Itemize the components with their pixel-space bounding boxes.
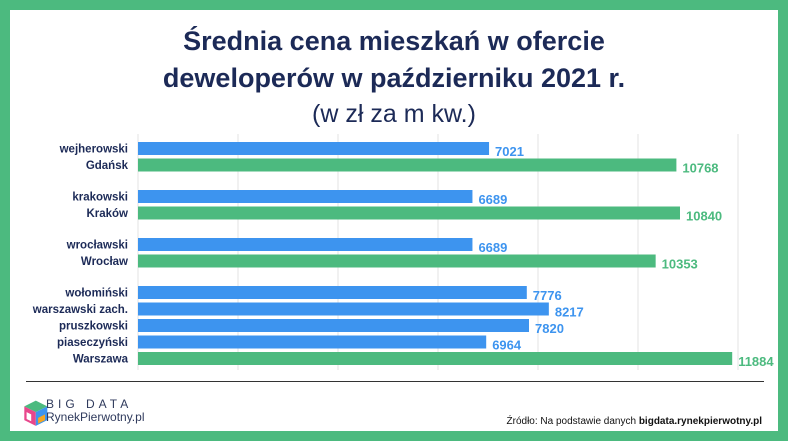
bar [138,302,549,316]
data-label: 7776 [533,288,562,303]
category-label: krakowski [72,192,128,204]
bar [138,352,733,365]
footer-divider [26,381,764,382]
chart-subtitle: (w zł za m kw.) [312,100,476,128]
data-label: 10768 [682,161,718,176]
category-label: piaseczyński [57,337,128,349]
category-label: Kraków [86,208,128,220]
data-label: 8217 [555,305,584,320]
category-label: Wrocław [81,256,128,268]
logo-cube-face [24,400,48,413]
source-note: Źródło: Na podstawie danych bigdata.ryne… [507,416,762,427]
data-label: 11884 [738,354,774,369]
bar [138,335,487,349]
data-label: 6964 [492,338,522,353]
bar [138,158,677,172]
source-link-text: bigdata.rynekpierwotny.pl [638,416,762,427]
chart-title-line1: Średnia cena mieszkań w ofercie [183,26,605,56]
category-label: warszawski zach. [32,304,128,316]
category-label: Gdańsk [86,160,129,172]
brand-logo-icon [24,400,48,426]
bar [138,319,529,332]
bar [138,254,656,268]
category-label: wołomiński [64,288,128,300]
category-label: Warszawa [73,354,129,366]
category-label: wejherowski [59,144,128,156]
data-label: 6689 [478,240,507,255]
bar [138,238,473,251]
data-label: 10353 [662,257,698,272]
logo-text-top: BIG DATA [46,397,133,411]
data-label: 7820 [535,321,564,336]
data-label: 6689 [478,192,507,207]
logo-cube-face [38,414,45,424]
chart-title-line2: deweloperów w październiku 2021 r. [162,63,626,93]
logo-cube-face [26,412,32,422]
bar [138,190,473,203]
data-label: 7021 [495,144,524,159]
bar [138,286,527,299]
bar [138,142,490,155]
source-prefix: Źródło: Na podstawie danych [506,416,637,427]
bar [138,206,680,220]
category-label: pruszkowski [59,321,128,333]
logo-text-bottom: RynekPierwotny.pl [46,410,145,424]
category-label: wrocławski [66,240,128,252]
data-label: 10840 [686,209,722,224]
